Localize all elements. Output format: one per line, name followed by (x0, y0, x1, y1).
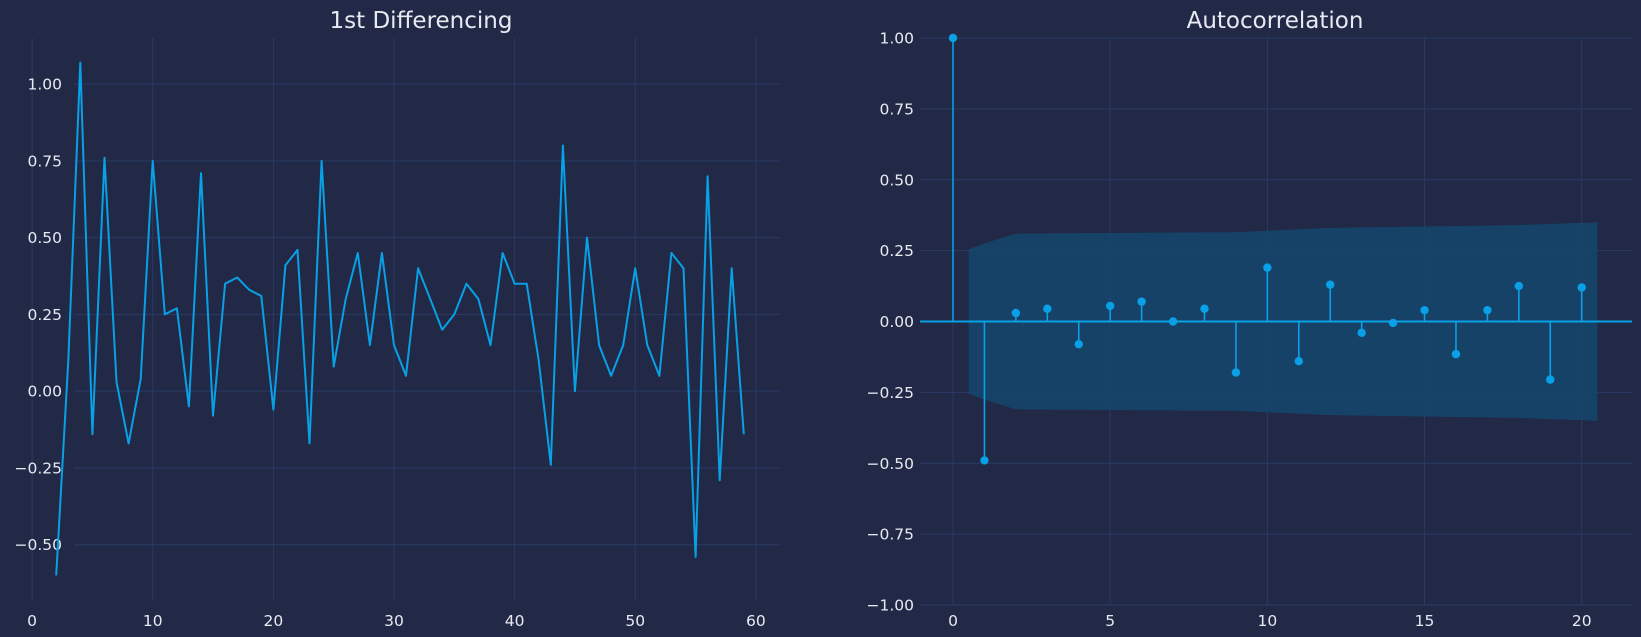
autocorrelation-y-tick-label: −0.75 (867, 526, 915, 544)
autocorrelation-marker (980, 456, 989, 465)
autocorrelation-y-tick-label: −0.50 (867, 455, 915, 473)
autocorrelation-marker (1263, 263, 1272, 272)
autocorrelation-x-tick-label: 20 (1572, 612, 1592, 630)
autocorrelation-marker (1451, 349, 1461, 359)
differencing-series-line (55, 61, 745, 576)
differencing-x-tick-label: 30 (384, 612, 404, 630)
autocorrelation-marker (1357, 328, 1366, 338)
autocorrelation-marker (1483, 305, 1492, 315)
differencing-y-tick-label: −0.50 (15, 536, 63, 554)
differencing-y-tick-label: 0.50 (27, 229, 62, 247)
differencing-grid (31, 38, 780, 600)
autocorrelation-y-tick-label: 0.00 (879, 313, 914, 331)
autocorrelation-x-tick-label: 10 (1257, 612, 1277, 630)
differencing-x-tick-label: 10 (143, 612, 163, 630)
autocorrelation-stems (948, 33, 1586, 465)
differencing-y-tick-label: 0.75 (27, 152, 62, 170)
autocorrelation-x-tick-label: 5 (1105, 612, 1115, 630)
autocorrelation-y-tick-label: 0.75 (879, 100, 914, 118)
autocorrelation-marker (1200, 304, 1209, 313)
autocorrelation-marker (1231, 368, 1241, 377)
differencing-x-tick-label: 50 (625, 612, 645, 630)
autocorrelation-marker (1011, 308, 1021, 318)
autocorrelation-marker (1105, 301, 1115, 311)
autocorrelation-tick-labels: 0 5 10 15 20 −1.00 −0.75 −0.50 −0.25 0.00 0.25 0.50… (867, 30, 1592, 631)
autocorrelation-chart: Autocorrelation 0 5 10 15 20 −1.00 −0.75 −0.50 −… (867, 8, 1632, 631)
autocorrelation-x-tick-label: 0 (948, 612, 958, 630)
autocorrelation-y-tick-label: −1.00 (867, 597, 915, 615)
autocorrelation-y-tick-label: 0.25 (879, 242, 914, 260)
autocorrelation-marker (1326, 280, 1335, 289)
autocorrelation-marker (1388, 318, 1398, 328)
autocorrelation-y-tick-label: 0.50 (879, 171, 914, 189)
differencing-x-tick-label: 40 (505, 612, 525, 630)
differencing-x-tick-label: 60 (746, 612, 766, 630)
autocorrelation-marker (1294, 356, 1303, 366)
autocorrelation-marker (1137, 297, 1146, 306)
autocorrelation-marker (1546, 375, 1555, 384)
autocorrelation-marker (1420, 305, 1429, 315)
autocorrelation-marker (1514, 281, 1524, 291)
autocorrelation-x-tick-label: 15 (1415, 612, 1435, 630)
differencing-y-tick-label: −0.25 (15, 459, 63, 477)
autocorrelation-chart-title: Autocorrelation (1187, 8, 1364, 34)
differencing-chart-title: 1st Differencing (330, 8, 513, 34)
differencing-y-tick-label: 1.00 (27, 76, 62, 94)
autocorrelation-marker (948, 33, 958, 43)
differencing-x-tick-label: 0 (27, 612, 37, 630)
differencing-y-tick-label: 0.00 (27, 383, 62, 401)
differencing-chart: 1st Differencing 0 10 20 30 40 50 60 −0.50 −0.25… (15, 8, 780, 630)
differencing-tick-labels: 0 10 20 30 40 50 60 −0.50 −0.25 0.00 0.25 0.50 0.75 1… (15, 76, 766, 630)
differencing-x-tick-label: 20 (263, 612, 283, 630)
autocorrelation-marker (1043, 304, 1052, 313)
autocorrelation-y-tick-label: −0.25 (867, 384, 915, 402)
autocorrelation-y-tick-label: 1.00 (879, 30, 914, 48)
autocorrelation-marker (1577, 283, 1586, 292)
autocorrelation-marker (1074, 339, 1083, 349)
differencing-y-tick-label: 0.25 (27, 306, 62, 324)
autocorrelation-marker (1168, 317, 1178, 326)
